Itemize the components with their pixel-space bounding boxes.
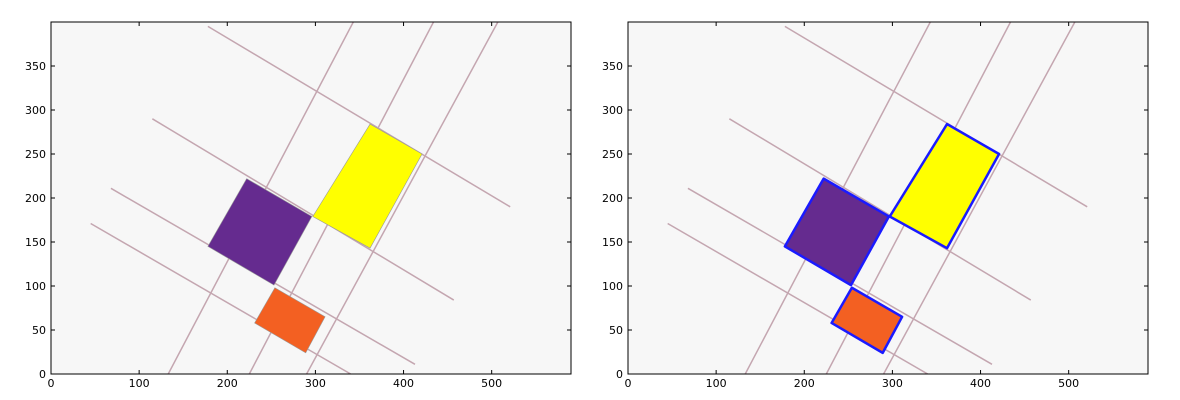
guide-line-7 bbox=[305, 22, 499, 374]
plot-area bbox=[90, 22, 511, 374]
x-tick-label: 500 bbox=[481, 377, 502, 390]
y-tick-label: 200 bbox=[602, 192, 623, 205]
y-tick-label: 250 bbox=[602, 148, 623, 161]
guide-line-3 bbox=[728, 118, 1032, 301]
y-tick-label: 350 bbox=[602, 60, 623, 73]
y-tick-label: 350 bbox=[25, 60, 46, 73]
y-tick-label: 250 bbox=[25, 148, 46, 161]
purple-square bbox=[207, 178, 313, 286]
x-tick-label: 300 bbox=[882, 377, 903, 390]
x-tick-label: 100 bbox=[129, 377, 150, 390]
guide-line-3 bbox=[151, 118, 455, 301]
y-tick-label: 100 bbox=[25, 280, 46, 293]
y-tick-label: 100 bbox=[602, 280, 623, 293]
orange-rectangle bbox=[830, 286, 904, 355]
y-tick-label: 200 bbox=[25, 192, 46, 205]
yellow-rectangle bbox=[312, 123, 423, 249]
yellow-rectangle bbox=[888, 122, 1001, 250]
guide-line-7 bbox=[882, 22, 1076, 374]
y-tick-label: 150 bbox=[25, 236, 46, 249]
y-tick-label: 0 bbox=[616, 368, 623, 381]
x-tick-label: 400 bbox=[970, 377, 991, 390]
y-tick-label: 300 bbox=[25, 104, 46, 117]
x-tick-label: 0 bbox=[48, 377, 55, 390]
right-plot: 0 100 200 300 400 500 0 50 100 150 200 250 300 350 bbox=[602, 21, 1149, 390]
x-tick-label: 0 bbox=[625, 377, 632, 390]
orange-rectangle bbox=[254, 287, 326, 354]
guide-line-4 bbox=[207, 25, 511, 208]
y-tick-label: 300 bbox=[602, 104, 623, 117]
x-tick-label: 200 bbox=[217, 377, 238, 390]
y-tick-label: 0 bbox=[39, 368, 46, 381]
y-tick-label: 50 bbox=[32, 324, 46, 337]
x-tick-label: 400 bbox=[393, 377, 414, 390]
y-tick-label: 150 bbox=[602, 236, 623, 249]
plot-area bbox=[667, 22, 1088, 374]
x-tick-label: 500 bbox=[1058, 377, 1079, 390]
left-plot: 0 100 200 300 400 500 0 50 100 150 200 250 300 350 bbox=[25, 21, 572, 390]
x-tick-label: 100 bbox=[706, 377, 727, 390]
x-tick-label: 200 bbox=[794, 377, 815, 390]
x-tick-label: 300 bbox=[305, 377, 326, 390]
guide-line-4 bbox=[784, 25, 1088, 208]
y-tick-label: 50 bbox=[609, 324, 623, 337]
